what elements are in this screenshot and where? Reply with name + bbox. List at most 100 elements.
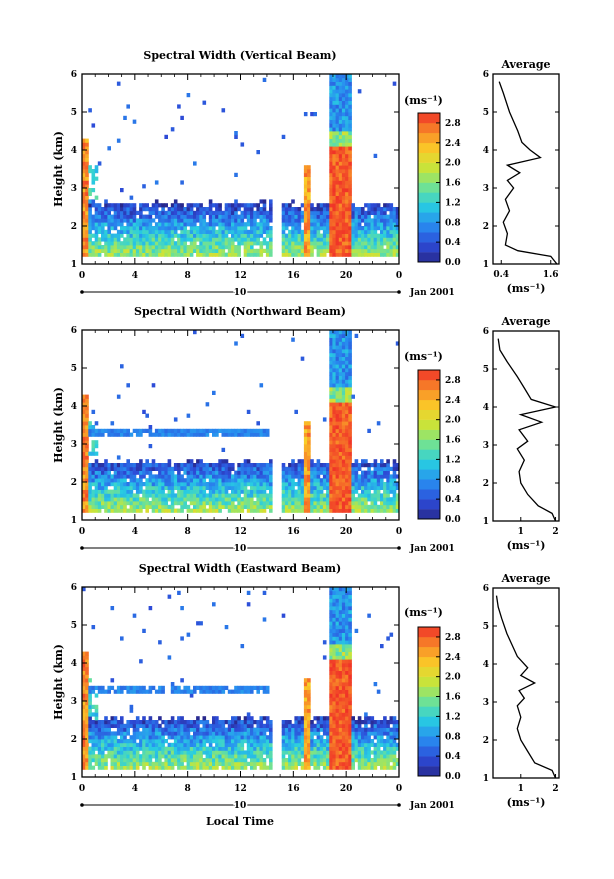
heatmap-cell	[345, 249, 349, 253]
heatmap-cell	[307, 184, 311, 188]
heatmap-cell	[253, 429, 257, 433]
heatmap-cell	[215, 471, 219, 475]
heatmap-cell	[380, 471, 384, 475]
heatmap-cell	[196, 724, 200, 728]
heatmap-cell	[294, 215, 298, 219]
heatmap-cell	[329, 644, 333, 648]
heatmap-cell	[342, 490, 346, 494]
heatmap-cell	[332, 196, 336, 200]
heatmap-cell	[149, 218, 153, 222]
heatmap-cell	[237, 241, 241, 245]
heatmap-cell	[222, 222, 226, 226]
heatmap-cell	[155, 735, 159, 739]
heatmap-cell	[174, 493, 178, 497]
heatmap-cell	[301, 728, 305, 732]
heatmap-cell	[199, 226, 203, 230]
heatmap-cell	[393, 463, 397, 467]
heatmap-cell	[225, 471, 229, 475]
heatmap-cell	[348, 253, 352, 257]
heatmap-cell	[329, 82, 333, 86]
heatmap-cell	[225, 467, 229, 471]
heatmap-cell	[288, 509, 292, 513]
heatmap-cell	[193, 222, 197, 226]
heatmap-cell	[332, 211, 336, 215]
heatmap-cell	[336, 509, 340, 513]
heatmap-cell	[117, 747, 121, 751]
heatmap-cell	[161, 218, 165, 222]
heatmap-cell	[193, 226, 197, 230]
heatmap-cell	[313, 493, 317, 497]
heatmap-cell	[329, 625, 333, 629]
heatmap-cell	[234, 230, 238, 234]
heatmap-cell	[307, 678, 311, 682]
heatmap-cell	[139, 482, 143, 486]
heatmap-cell	[85, 731, 89, 735]
heatmap-cell	[383, 474, 387, 478]
heatmap-cell	[269, 459, 273, 463]
heatmap-cell	[250, 463, 254, 467]
heatmap-cell	[155, 199, 159, 203]
heatmap-cell	[133, 739, 137, 743]
heatmap-cell	[142, 253, 146, 257]
heatmap-cell	[393, 215, 397, 219]
heatmap-cell	[282, 215, 286, 219]
heatmap-cell	[355, 471, 359, 475]
heatmap-cell	[196, 728, 200, 732]
heatmap-cell	[92, 410, 96, 414]
heatmap-cell	[298, 735, 302, 739]
heatmap-cell	[241, 728, 245, 732]
heatmap-cell	[301, 493, 305, 497]
heatmap-cell	[336, 120, 340, 124]
heatmap-cell	[260, 226, 264, 230]
heatmap-cell	[374, 237, 378, 241]
heatmap-cell	[136, 463, 140, 467]
heatmap-cell	[155, 482, 159, 486]
heatmap-cell	[225, 211, 229, 215]
heatmap-cell	[177, 720, 181, 724]
heatmap-cell	[190, 693, 194, 697]
heatmap-cell	[244, 735, 248, 739]
heatmap-cell	[355, 230, 359, 234]
heatmap-cell	[250, 720, 254, 724]
heatmap-cell	[332, 490, 336, 494]
heatmap-cell	[149, 724, 153, 728]
heatmap-cell	[348, 379, 352, 383]
heatmap-cell	[155, 754, 159, 758]
heatmap-cell	[285, 237, 289, 241]
heatmap-cell	[225, 241, 229, 245]
heatmap-cell	[339, 629, 343, 633]
heatmap-cell	[171, 230, 175, 234]
heatmap-cell	[250, 471, 254, 475]
average-y-tick-label: 1	[483, 260, 489, 270]
heatmap-cell	[171, 237, 175, 241]
heatmap-cell	[323, 467, 327, 471]
heatmap-cell	[196, 478, 200, 482]
heatmap-cell	[155, 474, 159, 478]
heatmap-cell	[114, 203, 118, 207]
heatmap-cell	[291, 754, 295, 758]
heatmap-cell	[339, 85, 343, 89]
heatmap-cell	[85, 724, 89, 728]
heatmap-cell	[282, 471, 286, 475]
heatmap-cell	[345, 478, 349, 482]
heatmap-cell	[329, 693, 333, 697]
heatmap-cell	[364, 482, 368, 486]
heatmap-cell	[158, 234, 162, 238]
heatmap-cell	[180, 234, 184, 238]
heatmap-cell	[142, 429, 146, 433]
heatmap-cell	[336, 436, 340, 440]
heatmap-cell	[199, 218, 203, 222]
heatmap-cell	[187, 414, 191, 418]
heatmap-cell	[209, 505, 213, 509]
heatmap-cell	[164, 497, 168, 501]
heatmap-cell	[237, 203, 241, 207]
heatmap-cell	[136, 505, 140, 509]
heatmap-cell	[256, 501, 260, 505]
heatmap-cell	[336, 735, 340, 739]
heatmap-cell	[180, 429, 184, 433]
heatmap-cell	[168, 493, 172, 497]
heatmap-cell	[326, 758, 330, 762]
heatmap-cell	[234, 739, 238, 743]
heatmap-cell	[320, 237, 324, 241]
heatmap-cell	[301, 234, 305, 238]
